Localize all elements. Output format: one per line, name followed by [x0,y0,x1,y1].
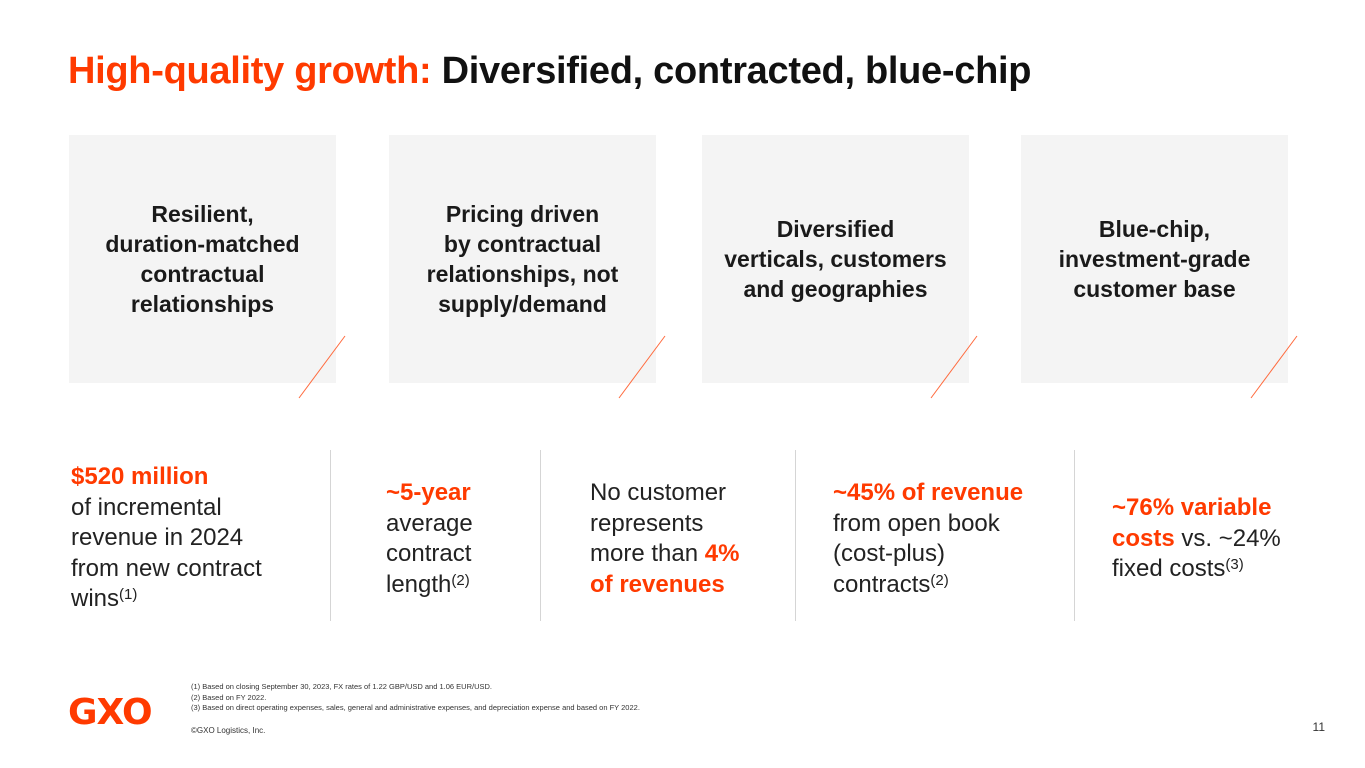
card-text-line: customer base [1073,276,1236,302]
stat-text: wins [71,585,120,612]
card-text-line: duration-matched [105,231,300,257]
card-text-line: relationships, not [426,261,619,287]
stat-text: fixed costs [1112,555,1226,582]
stat-highlight: ~5-year [386,479,471,506]
stat-text: No customer [590,479,727,506]
divider [330,450,331,621]
card-blue-chip: Blue-chip, investment-grade customer bas… [1021,135,1288,383]
footnote-ref: (2) [930,571,949,589]
card-text-line: supply/demand [438,291,607,317]
stat-text: from new contract [71,554,262,582]
stat-open-book-revenue: ~45% of revenue from open book (cost-plu… [833,478,1023,600]
footnotes: (1) Based on closing September 30, 2023,… [191,682,640,714]
footnote-ref: (3) [1225,556,1244,573]
footnote: (1) Based on closing September 30, 2023,… [191,682,492,691]
card-text-line: Diversified [776,216,895,242]
footnote: (3) Based on direct operating expenses, … [191,703,640,712]
stat-contract-length: ~5-year average contract length(2) [386,478,473,600]
slash-decoration-icon [618,335,666,399]
card-text-line: contractual [140,261,265,287]
stat-text: from open book [833,509,1000,537]
title-rest: Diversified, contracted, blue-chip [441,50,1032,92]
stat-highlight: ~76% variable [1112,494,1272,521]
footnote-ref: (2) [451,571,470,589]
stat-customer-concentration: No customer represents more than 4% of r… [590,478,739,600]
stat-text: length [386,570,452,598]
stat-text: vs. ~24% [1174,524,1281,552]
copyright: ©GXO Logistics, Inc. [191,726,266,735]
stat-text: (cost-plus) [833,540,946,567]
stat-text: contract [386,540,472,567]
card-text-line: Resilient, [151,201,254,227]
divider [1074,450,1075,621]
stat-text: contracts [833,570,931,598]
stat-text: represents [590,509,704,537]
card-text-line: and geographies [743,276,928,302]
divider [795,450,796,621]
card-text-line: Blue-chip, [1098,216,1211,242]
stat-highlight: $520 million [71,463,209,490]
stat-highlight: of revenues [590,570,725,598]
stat-text: more than [590,540,705,567]
page-number: 11 [1312,720,1325,734]
stat-text: average [386,509,473,537]
title-accent: High-quality growth: [68,50,432,92]
footnote-ref: (1) [119,586,138,603]
slash-decoration-icon [1250,335,1298,399]
slash-decoration-icon [298,335,346,399]
footnote: (2) Based on FY 2022. [191,692,267,702]
card-text-line: investment-grade [1058,246,1251,272]
card-diversified: Diversified verticals, customers and geo… [702,135,969,383]
stat-highlight: 4% [704,540,740,567]
card-pricing: Pricing driven by contractual relationsh… [389,135,656,383]
stat-text: of incremental [71,493,222,521]
slash-decoration-icon [930,335,978,399]
slide-title: High-quality growth: Diversified, contra… [68,50,1031,93]
stat-highlight: costs [1112,524,1175,552]
card-resilient: Resilient, duration-matched contractual … [69,135,336,383]
card-text-line: relationships [130,291,275,317]
stat-highlight: ~45% of revenue [833,479,1024,506]
divider [540,450,541,621]
stat-variable-costs: ~76% variable costs vs. ~24% fixed costs… [1112,493,1281,585]
card-text-line: by contractual [443,231,602,257]
stat-text: revenue in 2024 [71,524,244,551]
card-text-line: verticals, customers [724,246,947,272]
gxo-logo: GXO [68,692,153,733]
card-text-line: Pricing driven [445,201,600,227]
stat-incremental-revenue: $520 million of incremental revenue in 2… [71,462,262,615]
